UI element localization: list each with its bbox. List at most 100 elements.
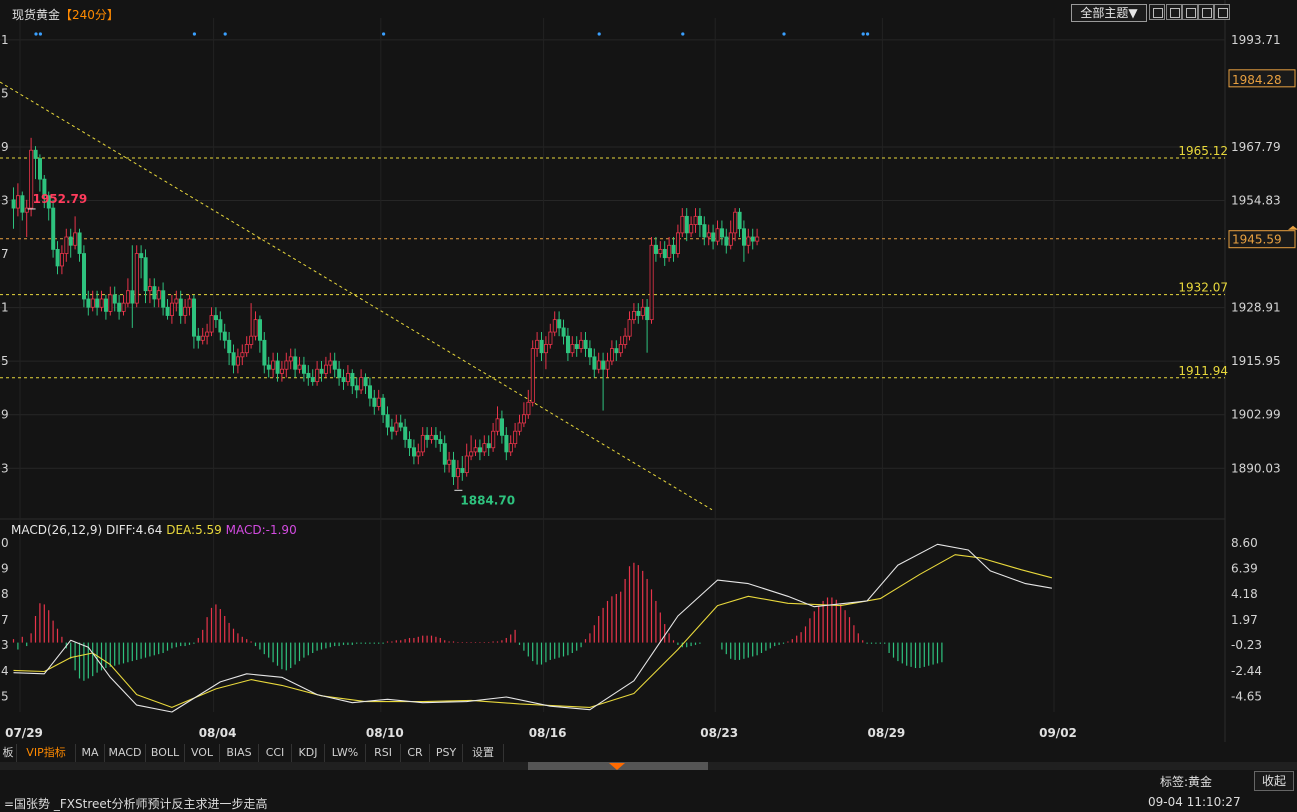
tab-bias[interactable]: BIAS [220, 744, 259, 762]
theme-dropdown[interactable]: 全部主题▼ [1071, 4, 1147, 22]
extra-price-label: 1984.28 [1232, 73, 1282, 87]
candle-body [654, 244, 659, 254]
tab-vip-indicators[interactable]: VIP指标 [17, 744, 76, 762]
candle-body [11, 199, 16, 209]
candle-body [200, 335, 205, 341]
tab-rsi[interactable]: RSI [366, 744, 401, 762]
period-label[interactable]: 【240分】 [60, 8, 119, 22]
candle-body [359, 377, 364, 391]
layout-icon[interactable] [1182, 4, 1198, 20]
candle-body [394, 422, 399, 432]
candle-body [235, 356, 240, 366]
candle-body [614, 348, 619, 354]
candle-body [477, 447, 482, 453]
candle-body [38, 158, 43, 180]
candle-body [381, 397, 386, 416]
tab-macd[interactable]: MACD [105, 744, 146, 762]
window-icon[interactable] [1198, 4, 1214, 20]
zoom-out-icon[interactable] [1166, 4, 1182, 20]
candle-body [350, 372, 355, 387]
tab-cci[interactable]: CCI [259, 744, 292, 762]
candle-body [178, 298, 183, 316]
last-price-tag [1228, 230, 1296, 249]
collapse-button[interactable]: 收起 [1254, 771, 1294, 791]
tab-boll[interactable]: BOLL [146, 744, 185, 762]
low-annotation-label: 1884.70 [460, 493, 515, 507]
candle-body [196, 335, 201, 341]
macd-tick-fragment: 5 [1, 689, 9, 703]
candle-body [455, 468, 460, 478]
candle-body [420, 434, 425, 453]
candle-body [29, 149, 34, 209]
candle-body [442, 443, 447, 465]
candle-body [60, 253, 65, 267]
candle-body [552, 319, 557, 333]
candle-body [328, 360, 333, 366]
candle-body [301, 364, 306, 374]
macd-tick-fragment: 3 [1, 638, 9, 652]
candle-body [209, 315, 214, 333]
tab-kdj[interactable]: KDJ [292, 744, 325, 762]
candle-body [249, 335, 254, 345]
candle-body [720, 228, 725, 238]
zoom-in-icon[interactable] [1149, 4, 1165, 20]
support-line-label: 1911.94 [1178, 364, 1228, 378]
candle-body [579, 339, 584, 349]
price-tick-label: 1967.79 [1231, 140, 1281, 154]
candle-body [315, 368, 320, 383]
candle-body [640, 306, 645, 316]
tab-board[interactable]: 板 [0, 744, 17, 762]
candle-body [583, 339, 588, 349]
candle-body [711, 232, 716, 242]
macd-tick-fragment: 7 [1, 613, 9, 627]
tab-psy[interactable]: PSY [430, 744, 463, 762]
tab-lw[interactable]: LW% [325, 744, 366, 762]
tab-cr[interactable]: CR [401, 744, 430, 762]
price-tick-label: 1915.95 [1231, 354, 1281, 368]
candle-body [143, 257, 148, 292]
candle-body [464, 455, 469, 473]
price-tick-fragment: 5 [1, 86, 9, 100]
date-tick-label: 08/29 [868, 726, 906, 740]
candle-body [645, 306, 650, 321]
candle-body [191, 298, 196, 337]
macd-legend: MACD(26,12,9) DIFF:4.64 DEA:5.59 MACD:-1… [11, 523, 297, 537]
candle-body [389, 426, 394, 432]
tab-settings[interactable]: 设置 [463, 744, 504, 762]
candle-body [345, 372, 350, 383]
trend-line [0, 81, 713, 511]
candle-body [535, 339, 540, 349]
candle-body [15, 195, 20, 209]
candle-body [284, 360, 289, 370]
price-tick-fragment: 7 [1, 247, 9, 261]
candle-body [513, 430, 518, 445]
candle-body [68, 236, 73, 246]
support-line-label: 1965.12 [1178, 144, 1228, 158]
candle-body [244, 344, 249, 354]
candle-body [293, 356, 298, 370]
candle-body [227, 339, 232, 354]
price-tick-fragment: 3 [1, 461, 9, 475]
collapse-arrow-icon[interactable] [609, 763, 625, 770]
tab-vol[interactable]: VOL [185, 744, 220, 762]
candle-body [689, 224, 694, 234]
macd-tick-label: 4.18 [1231, 587, 1258, 601]
candle-body [332, 360, 337, 370]
macd-diff-line [13, 543, 1052, 713]
price-tick-fragment: 5 [1, 354, 9, 368]
candle-body [90, 298, 95, 308]
candle-body [266, 364, 271, 370]
candle-body [271, 360, 276, 370]
macd-tick-label: -4.65 [1231, 689, 1262, 703]
candle-body [55, 249, 60, 267]
candle-body [51, 207, 56, 250]
candle-body [491, 430, 496, 449]
candle-body [174, 298, 179, 304]
tab-ma[interactable]: MA [76, 744, 105, 762]
news-ticker[interactable]: =国张势 _FXStreet分析师预计反主求进一步走高 [4, 797, 268, 811]
event-marker [681, 32, 685, 36]
candle-body [667, 244, 672, 259]
maximize-icon[interactable] [1214, 4, 1230, 20]
candle-body [504, 434, 509, 453]
